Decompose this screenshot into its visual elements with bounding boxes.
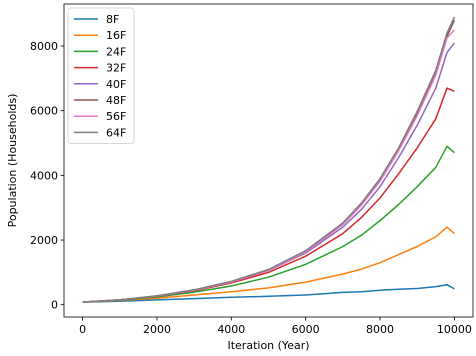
series-line-24F	[82, 145, 455, 303]
legend-label-16F: 16F	[106, 29, 126, 42]
x-tick-label: 10000	[437, 323, 472, 336]
x-axis-title: Iteration (Year)	[227, 339, 309, 352]
legend-label-40F: 40F	[106, 78, 126, 91]
legend-label-48F: 48F	[106, 94, 126, 107]
legend-label-56F: 56F	[106, 110, 126, 123]
y-tick-label: 0	[51, 299, 58, 312]
y-tick-label: 6000	[30, 105, 58, 118]
legend-label-32F: 32F	[106, 62, 126, 75]
series-line-16F	[82, 226, 455, 303]
x-axis-ticks: 0 2000 4000 6000 8000 10000	[79, 317, 472, 336]
y-tick-label: 8000	[30, 40, 58, 53]
legend: 8F 16F 24F 32F 40F 48F 56F 64F	[67, 7, 135, 145]
plot-frame	[63, 3, 474, 318]
y-axis-title: Population (Households)	[6, 94, 19, 228]
series-line-64F	[82, 16, 456, 303]
y-tick-label: 2000	[30, 234, 58, 247]
x-tick-label: 2000	[143, 323, 171, 336]
legend-box	[67, 7, 135, 145]
legend-label-64F: 64F	[106, 126, 126, 139]
y-axis-ticks: 0 2000 4000 6000 8000	[30, 40, 64, 312]
legend-label-24F: 24F	[106, 45, 126, 58]
series-layer	[82, 16, 456, 303]
legend-label-8F: 8F	[106, 13, 119, 26]
x-tick-label: 6000	[292, 323, 320, 336]
x-tick-label: 0	[79, 323, 86, 336]
series-line-8F	[82, 283, 455, 303]
x-tick-label: 8000	[366, 323, 394, 336]
y-tick-label: 4000	[30, 169, 58, 182]
x-tick-label: 4000	[217, 323, 245, 336]
